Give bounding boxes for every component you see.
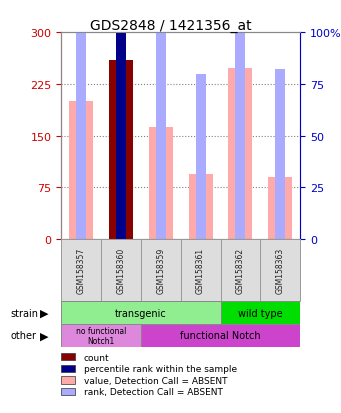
FancyBboxPatch shape: [181, 240, 221, 301]
Bar: [116, 0, 126, 240]
Text: no functional
Notch1: no functional Notch1: [76, 326, 127, 345]
Bar: [189, 174, 212, 240]
Bar: [109, 61, 133, 240]
Bar: [156, 0, 166, 240]
Text: ▶: ▶: [40, 330, 48, 341]
Bar: [196, 74, 206, 240]
Text: rank, Detection Call = ABSENT: rank, Detection Call = ABSENT: [84, 387, 222, 396]
Text: GSM158357: GSM158357: [77, 247, 86, 294]
Text: GSM158362: GSM158362: [236, 247, 245, 294]
Bar: [275, 70, 285, 240]
Text: wild type: wild type: [238, 308, 283, 318]
FancyBboxPatch shape: [260, 240, 300, 301]
Text: ▶: ▶: [40, 308, 48, 318]
FancyBboxPatch shape: [221, 301, 300, 324]
Text: GDS2848 / 1421356_at: GDS2848 / 1421356_at: [90, 19, 251, 33]
Bar: [235, 0, 246, 240]
FancyBboxPatch shape: [101, 240, 141, 301]
Text: strain: strain: [10, 308, 38, 318]
Text: other: other: [10, 330, 36, 341]
Text: transgenic: transgenic: [115, 308, 167, 318]
FancyBboxPatch shape: [61, 324, 141, 347]
FancyBboxPatch shape: [141, 324, 300, 347]
Text: functional Notch: functional Notch: [180, 330, 261, 341]
Text: GSM158360: GSM158360: [117, 247, 125, 294]
Bar: [116, 0, 126, 240]
FancyBboxPatch shape: [221, 240, 260, 301]
Bar: [76, 0, 86, 240]
Bar: [228, 69, 252, 240]
FancyBboxPatch shape: [61, 240, 101, 301]
Bar: [268, 178, 292, 240]
Bar: [109, 61, 133, 240]
FancyBboxPatch shape: [141, 240, 181, 301]
Text: GSM158359: GSM158359: [156, 247, 165, 294]
Text: percentile rank within the sample: percentile rank within the sample: [84, 364, 237, 373]
FancyBboxPatch shape: [61, 301, 221, 324]
Bar: [69, 102, 93, 240]
Text: GSM158361: GSM158361: [196, 247, 205, 294]
Bar: [149, 127, 173, 240]
Text: GSM158363: GSM158363: [276, 247, 285, 294]
Text: value, Detection Call = ABSENT: value, Detection Call = ABSENT: [84, 376, 227, 385]
Text: count: count: [84, 353, 109, 362]
